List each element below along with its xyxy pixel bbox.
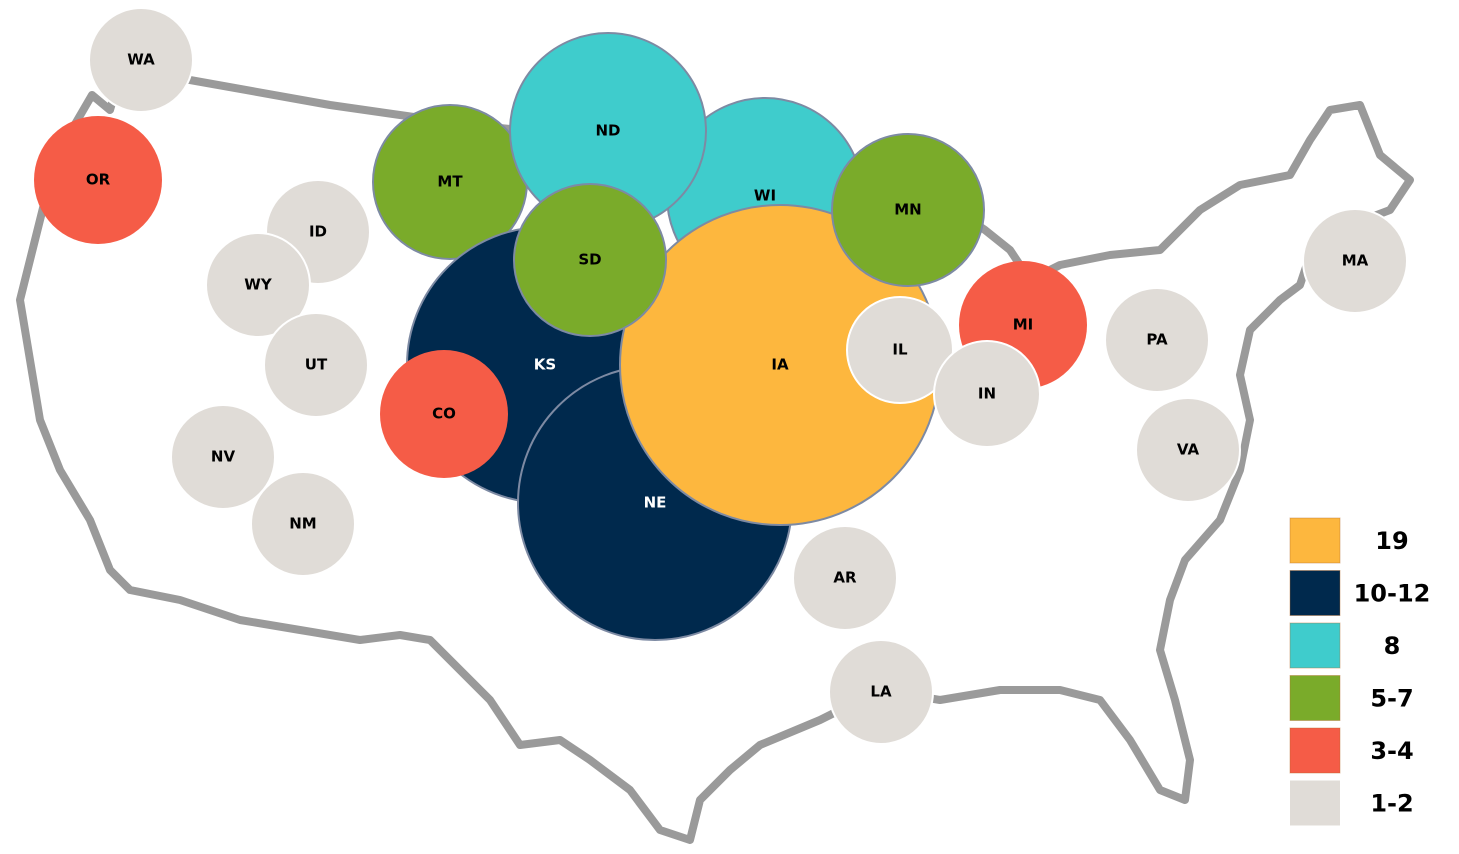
state-label: VA [1177, 441, 1200, 459]
state-bubble [205, 232, 311, 338]
state-label: ID [309, 223, 327, 241]
state-label: IA [771, 356, 789, 374]
legend-swatch [1289, 675, 1341, 721]
legend-swatch [1289, 517, 1341, 564]
legend-label: 3-4 [1370, 737, 1413, 765]
state-label: NE [644, 494, 667, 512]
state-label: MT [437, 173, 463, 191]
state-label: WA [127, 51, 155, 69]
state-bubble [831, 133, 985, 287]
legend-label: 1-2 [1370, 790, 1413, 818]
state-bubble [250, 471, 356, 577]
state-bubble [170, 404, 276, 510]
state-label: MN [894, 201, 921, 219]
legend-label: 19 [1375, 527, 1408, 555]
state-bubble [828, 639, 934, 745]
state-bubble [792, 525, 898, 631]
legend-label: 5-7 [1370, 685, 1413, 713]
state-label: KS [534, 356, 556, 374]
state-label: AR [833, 569, 857, 587]
legend-swatch [1289, 727, 1341, 774]
state-label: IN [978, 385, 996, 403]
state-label: LA [870, 683, 892, 701]
state-bubble [846, 296, 954, 404]
state-label: OR [86, 171, 111, 189]
state-label: ND [595, 122, 620, 140]
state-bubble [933, 340, 1041, 448]
state-bubble [88, 7, 194, 113]
state-label: IL [892, 341, 908, 359]
state-label: WI [754, 187, 776, 205]
state-label: MA [1342, 252, 1369, 270]
state-bubble [263, 312, 369, 418]
state-bubble [1104, 287, 1210, 393]
legend-swatch [1289, 570, 1341, 616]
state-bubble [34, 116, 162, 244]
state-label: NM [289, 515, 316, 533]
state-bubble [1302, 208, 1408, 314]
legend-label: 10-12 [1354, 580, 1431, 608]
state-bubble [380, 350, 508, 478]
state-label: WY [244, 276, 273, 294]
state-label: SD [578, 251, 601, 269]
state-label: MI [1013, 316, 1034, 334]
state-label: PA [1146, 331, 1168, 349]
state-bubble [1135, 397, 1241, 503]
state-bubble [513, 183, 667, 337]
legend-label: 8 [1384, 632, 1401, 660]
state-label: NV [211, 448, 236, 466]
legend-swatch [1289, 622, 1341, 669]
state-label: UT [305, 356, 328, 374]
state-label: CO [432, 405, 456, 423]
legend-swatch [1290, 780, 1340, 826]
